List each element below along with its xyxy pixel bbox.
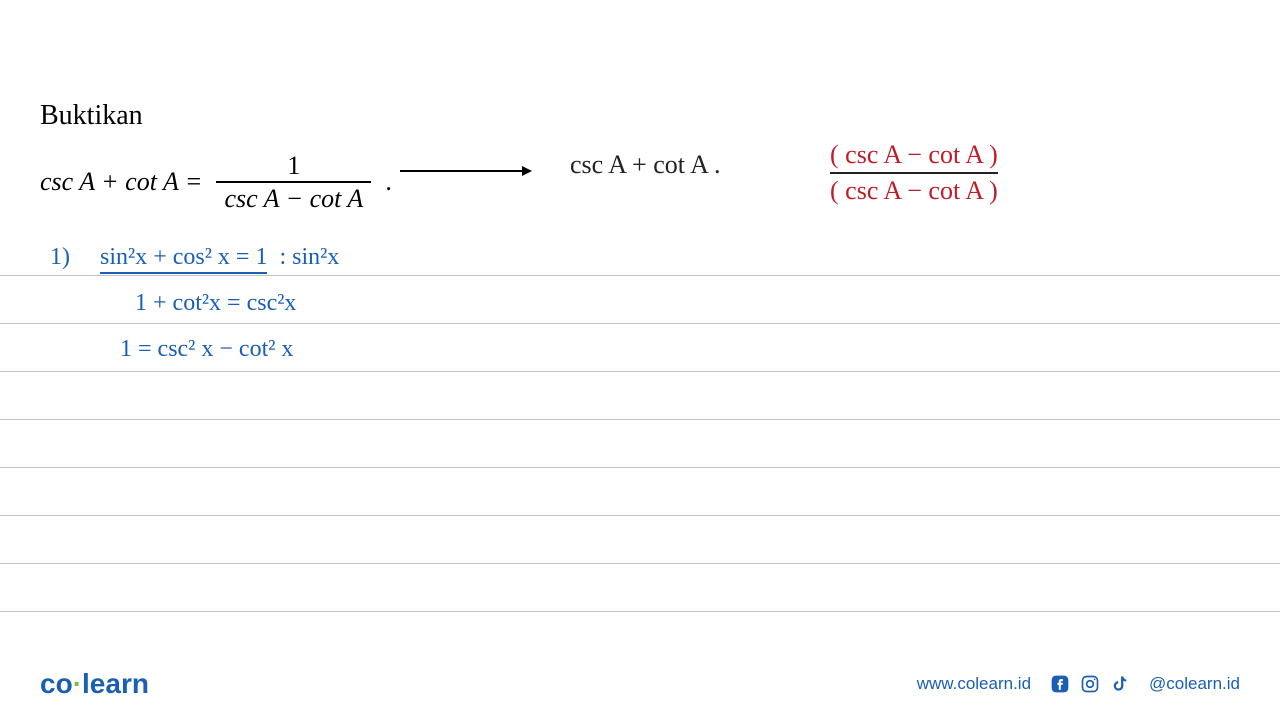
handwritten-line-3: 1 = csc² x − cot² x: [120, 336, 293, 363]
handwritten-rhs-numerator: ( csc A − cot A ): [830, 140, 998, 170]
logo-dot-icon: ·: [73, 668, 82, 699]
page-title: Buktikan: [40, 100, 1240, 132]
footer: co·learn www.colearn.id @colearn.id: [40, 668, 1240, 700]
arrow-icon: [400, 170, 530, 172]
handwritten-rhs-fraction: ( csc A − cot A ) ( csc A − cot A ): [830, 140, 998, 206]
handwritten-line-1-right: : sin²x: [279, 244, 339, 270]
handwritten-rhs-denominator: ( csc A − cot A ): [830, 176, 998, 206]
handwritten-line-1-left: sin²x + cos² x = 1: [100, 244, 267, 274]
footer-right: www.colearn.id @colearn.id: [917, 673, 1240, 695]
handwritten-line-1: sin²x + cos² x = 1 : sin²x: [100, 244, 339, 271]
tiktok-icon: [1109, 673, 1131, 695]
facebook-icon: [1049, 673, 1071, 695]
equation-dot: .: [385, 167, 392, 197]
fraction-numerator: 1: [279, 150, 308, 181]
instagram-icon: [1079, 673, 1101, 695]
equation-lhs: csc A + cot A =: [40, 167, 202, 197]
footer-handle: @colearn.id: [1149, 674, 1240, 694]
logo-co: co: [40, 668, 73, 699]
handwritten-marker: 1): [50, 244, 70, 271]
social-icons: [1049, 673, 1131, 695]
handwritten-line-2: 1 + cot²x = csc²x: [135, 290, 296, 317]
equation-fraction: 1 csc A − cot A: [216, 150, 371, 214]
footer-url: www.colearn.id: [917, 674, 1031, 694]
fraction-denominator: csc A − cot A: [216, 183, 371, 214]
handwritten-rhs-left: csc A + cot A .: [570, 150, 720, 180]
handwritten-fraction-bar: [830, 172, 998, 174]
brand-logo: co·learn: [40, 668, 149, 700]
ruled-lines: [0, 275, 1280, 640]
logo-learn: learn: [82, 668, 149, 699]
